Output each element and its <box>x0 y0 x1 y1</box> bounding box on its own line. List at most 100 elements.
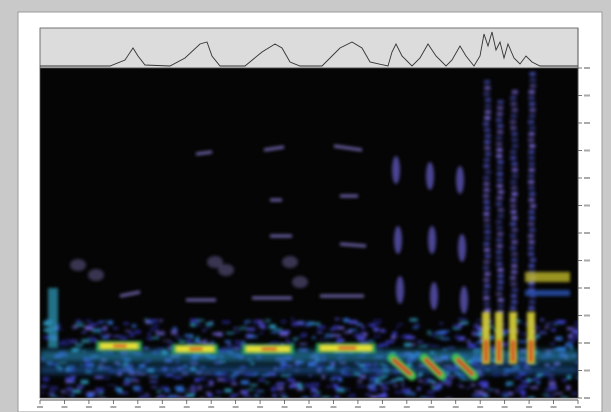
bottom-tick-label <box>232 406 239 408</box>
noise-cell <box>325 385 332 388</box>
noise-cell <box>87 391 95 394</box>
diagonal-red <box>392 358 412 376</box>
column-cell <box>484 254 491 258</box>
noise-cell <box>191 391 197 394</box>
noise-cell <box>373 381 383 384</box>
faint-blob <box>282 256 298 268</box>
noise-cell <box>234 342 239 345</box>
noise-cell <box>185 393 195 398</box>
noise-cell <box>422 382 429 385</box>
noise-cell <box>196 387 203 391</box>
column-cell <box>484 140 491 144</box>
noise-cell <box>418 345 427 348</box>
noise-cell <box>442 378 447 383</box>
noise-cell <box>370 323 374 328</box>
noise-cell <box>460 385 464 388</box>
noise-cell <box>233 331 241 333</box>
noise-cell <box>481 383 489 388</box>
noise-cell <box>548 376 555 381</box>
noise-cell <box>311 382 320 387</box>
faint-blob <box>396 276 404 304</box>
column-cell <box>497 214 504 218</box>
column-yellow <box>482 312 490 364</box>
noise-cell <box>276 382 285 386</box>
faint-blob <box>456 166 464 194</box>
right-tick-label <box>584 369 590 372</box>
noise-cell <box>301 333 307 338</box>
column-cell <box>484 236 491 240</box>
noise-cell <box>348 328 358 332</box>
noise-cell <box>416 374 420 379</box>
noise-cell <box>85 362 94 366</box>
noise-cell <box>310 395 317 397</box>
noise-cell <box>126 379 135 381</box>
column-cell <box>529 84 536 88</box>
noise-cell <box>435 331 445 335</box>
column-cell <box>510 306 517 310</box>
column-cell <box>496 178 503 182</box>
column-cell <box>484 230 491 234</box>
noise-cell <box>395 326 400 329</box>
noise-cell <box>419 396 429 398</box>
noise-cell <box>358 372 362 377</box>
noise-cell <box>272 385 279 390</box>
column-cell <box>511 288 518 292</box>
bottom-tick-label <box>379 406 386 408</box>
noise-cell <box>472 326 482 330</box>
diagonal-red <box>456 358 474 376</box>
noise-cell <box>417 340 423 344</box>
right-tick-label <box>584 259 590 262</box>
noise-cell <box>568 334 573 339</box>
noise-cell <box>284 330 291 334</box>
noise-cell <box>379 343 389 347</box>
noise-cell <box>457 373 466 378</box>
noise-cell <box>184 394 188 398</box>
right-tick-label <box>584 397 590 399</box>
noise-cell <box>452 324 457 329</box>
column-cell <box>483 278 490 282</box>
noise-cell <box>244 320 252 323</box>
noise-cell <box>401 382 405 387</box>
noise-cell <box>89 323 98 326</box>
noise-cell <box>271 330 280 334</box>
noise-cell <box>471 383 475 387</box>
noise-cell <box>570 335 578 341</box>
bottom-tick-label <box>526 406 533 408</box>
column-glow <box>525 290 570 296</box>
noise-cell <box>375 376 385 381</box>
noise-cell <box>549 343 555 345</box>
noise-cell <box>267 372 276 376</box>
column-yellow <box>495 312 503 364</box>
noise-cell <box>376 344 383 349</box>
noise-cell <box>501 342 510 347</box>
noise-cell <box>198 385 202 389</box>
noise-cell <box>281 396 288 398</box>
noise-cell <box>481 385 489 389</box>
noise-cell <box>297 383 303 388</box>
noise-cell <box>196 319 204 322</box>
noise-cell <box>287 378 295 382</box>
noise-cell <box>355 361 360 365</box>
column-cell <box>483 182 490 186</box>
noise-cell <box>72 348 81 350</box>
noise-cell <box>439 322 443 325</box>
noise-cell <box>194 378 200 382</box>
column-cell <box>510 180 517 184</box>
noise-cell <box>171 330 178 335</box>
noise-cell <box>391 334 396 337</box>
noise-cell <box>310 387 318 393</box>
column-cell <box>510 114 517 118</box>
column-cell <box>528 120 535 124</box>
noise-cell <box>117 390 124 394</box>
noise-cell <box>515 389 525 394</box>
faint-blob <box>458 234 466 262</box>
noise-cell <box>468 343 477 346</box>
noise-cell <box>286 339 290 343</box>
noise-cell <box>114 387 120 392</box>
noise-cell <box>378 363 385 365</box>
noise-cell <box>217 378 225 382</box>
noise-cell <box>391 379 397 382</box>
column-cell <box>529 258 536 262</box>
noise-cell <box>292 321 300 326</box>
